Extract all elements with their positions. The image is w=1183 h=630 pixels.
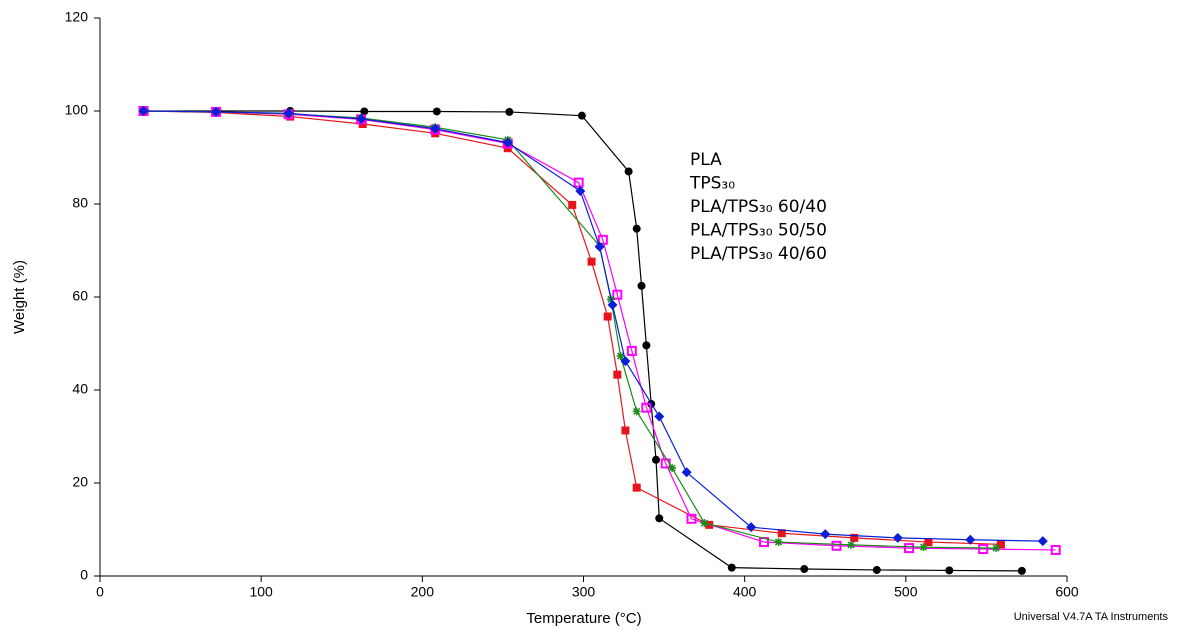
marker bbox=[919, 543, 928, 552]
marker bbox=[573, 177, 584, 188]
marker bbox=[360, 107, 369, 116]
y-tick-label: 80 bbox=[72, 195, 88, 211]
marker bbox=[587, 257, 596, 266]
marker bbox=[637, 281, 646, 290]
marker bbox=[800, 565, 809, 574]
marker bbox=[668, 464, 677, 473]
marker bbox=[1050, 544, 1061, 555]
marker bbox=[211, 106, 222, 117]
marker bbox=[502, 137, 513, 148]
marker bbox=[652, 455, 661, 464]
y-tick-label: 0 bbox=[80, 567, 88, 583]
y-tick-label: 120 bbox=[65, 9, 89, 25]
marker bbox=[992, 544, 1001, 553]
legend-label: TPS₃₀ bbox=[689, 174, 735, 194]
marker bbox=[1037, 536, 1048, 547]
x-tick-label: 600 bbox=[1055, 584, 1079, 600]
marker bbox=[613, 370, 622, 379]
x-tick-label: 0 bbox=[96, 584, 104, 600]
x-axis-label: Temperature (°C) bbox=[526, 610, 641, 627]
marker bbox=[872, 565, 881, 574]
x-tick-label: 400 bbox=[733, 584, 757, 600]
marker bbox=[727, 563, 736, 572]
marker bbox=[686, 513, 697, 524]
marker bbox=[607, 299, 618, 310]
marker bbox=[597, 234, 608, 245]
marker bbox=[777, 529, 786, 538]
marker bbox=[138, 106, 149, 116]
marker bbox=[283, 108, 294, 119]
marker bbox=[505, 107, 514, 116]
marker bbox=[904, 543, 915, 554]
x-tick-label: 100 bbox=[249, 584, 273, 600]
marker bbox=[892, 532, 903, 543]
marker bbox=[978, 544, 989, 555]
y-tick-label: 40 bbox=[72, 381, 88, 397]
marker bbox=[632, 224, 641, 233]
x-tick-label: 200 bbox=[411, 584, 435, 600]
legend-label: PLA/TPS₃₀ 50/50 bbox=[690, 221, 827, 241]
marker bbox=[632, 407, 641, 416]
marker bbox=[655, 514, 664, 523]
marker bbox=[624, 167, 633, 176]
marker bbox=[612, 289, 623, 300]
x-tick-label: 300 bbox=[572, 584, 596, 600]
marker bbox=[632, 483, 641, 492]
marker bbox=[820, 529, 831, 540]
marker bbox=[616, 352, 625, 361]
marker bbox=[700, 518, 709, 527]
marker bbox=[430, 123, 441, 134]
footer: Universal V4.7A TA Instruments bbox=[1014, 611, 1169, 623]
marker bbox=[965, 534, 976, 545]
marker bbox=[568, 200, 577, 209]
marker bbox=[577, 111, 586, 120]
marker bbox=[594, 241, 605, 252]
marker bbox=[432, 107, 441, 116]
marker bbox=[654, 411, 665, 422]
marker bbox=[924, 538, 933, 547]
y-axis-label: Weight (%) bbox=[11, 260, 28, 334]
marker bbox=[356, 113, 367, 124]
marker bbox=[774, 538, 783, 547]
marker bbox=[575, 185, 586, 196]
y-tick-label: 100 bbox=[65, 102, 89, 118]
marker bbox=[681, 467, 692, 478]
marker bbox=[831, 540, 842, 551]
marker bbox=[746, 522, 757, 533]
marker bbox=[1017, 566, 1026, 575]
marker bbox=[620, 356, 631, 367]
marker bbox=[996, 540, 1005, 549]
marker bbox=[642, 341, 651, 350]
marker bbox=[641, 402, 652, 413]
legend-label: PLA/TPS₃₀ 40/60 bbox=[690, 244, 827, 264]
marker bbox=[945, 566, 954, 575]
marker bbox=[847, 540, 856, 549]
y-tick-label: 60 bbox=[72, 288, 88, 304]
legend-label: PLA bbox=[690, 150, 722, 170]
marker bbox=[850, 533, 859, 542]
y-tick-label: 20 bbox=[72, 474, 88, 490]
marker bbox=[603, 312, 612, 321]
legend-label: PLA/TPS₃₀ 60/40 bbox=[690, 197, 827, 217]
x-tick-label: 500 bbox=[894, 584, 918, 600]
marker bbox=[626, 345, 637, 356]
marker bbox=[621, 426, 630, 435]
